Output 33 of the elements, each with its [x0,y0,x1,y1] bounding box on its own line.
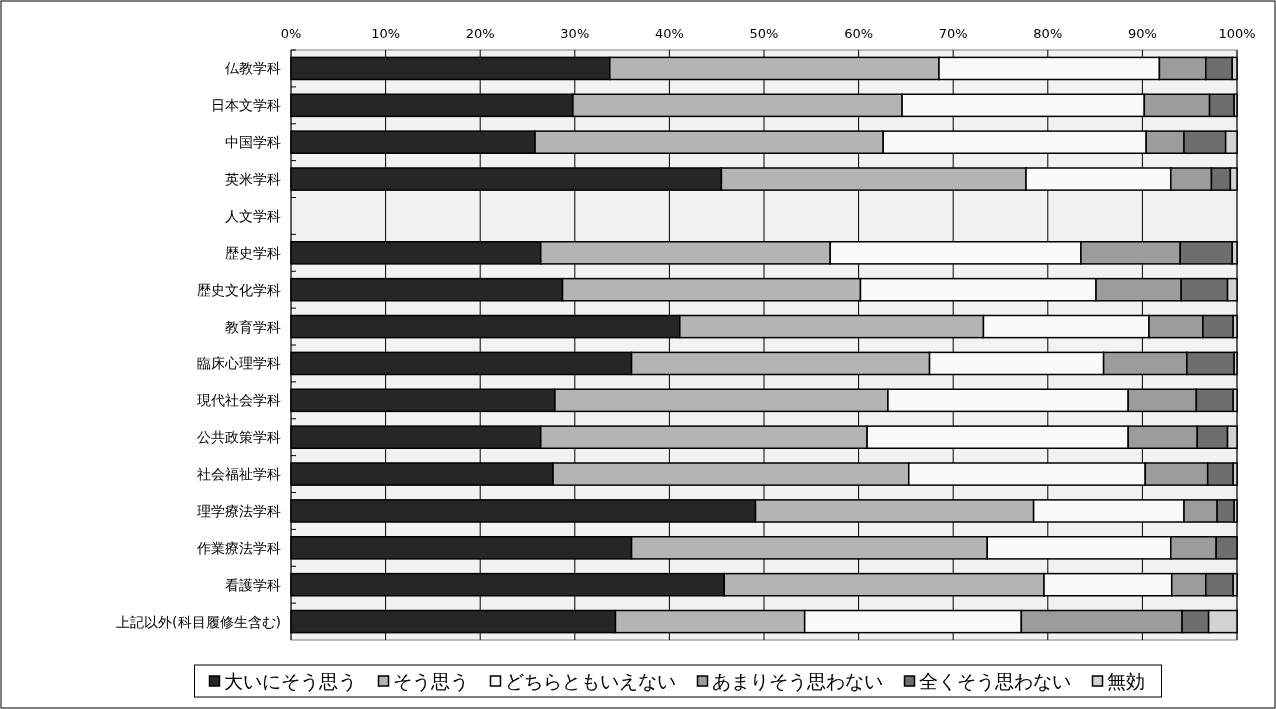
y-tick-label: 人文学科 [225,207,281,224]
y-tick-label: 公共政策学科 [197,429,281,446]
y-tick-label: 社会福祉学科 [197,466,281,483]
x-tick-label: 70% [938,26,968,41]
x-tick-label: 30% [560,26,590,41]
y-tick-label: 臨床心理学科 [197,355,281,372]
legend-label: そう思う [392,670,469,692]
x-tick-label: 0% [280,26,302,41]
y-tick-label: 理学療法学科 [197,502,281,519]
legend-label: あまりそう思わない [711,670,883,692]
legend-label: どちらともいえない [504,670,676,692]
y-tick-label: 英米学科 [225,171,281,188]
y-tick-label: 現代社会学科 [197,392,281,409]
x-tick-label: 80% [1033,26,1063,41]
y-tick-label: 日本文学科 [211,97,281,114]
y-tick-label: 歴史文化学科 [197,281,281,298]
x-tick-label: 60% [844,26,874,41]
x-tick-label: 100% [1218,26,1256,41]
x-tick-label: 90% [1127,26,1157,41]
legend-label: 無効 [1106,670,1145,692]
y-tick-label: 看護学科 [225,576,281,593]
legend-label: 大いにそう思う [223,670,357,692]
x-tick-label: 20% [465,26,495,41]
x-tick-label: 10% [371,26,401,41]
y-tick-label: 歴史学科 [225,244,281,261]
legend-label: 全くそう思わない [918,670,1071,692]
y-tick-label: 上記以外(科目履修生含む) [116,613,281,630]
x-tick-label: 50% [749,26,779,41]
y-tick-label: 中国学科 [225,134,281,151]
y-tick-label: 仏教学科 [224,60,281,77]
x-tick-label: 40% [654,26,684,41]
y-tick-label: 作業療法学科 [196,539,281,556]
y-tick-label: 教育学科 [225,318,281,335]
